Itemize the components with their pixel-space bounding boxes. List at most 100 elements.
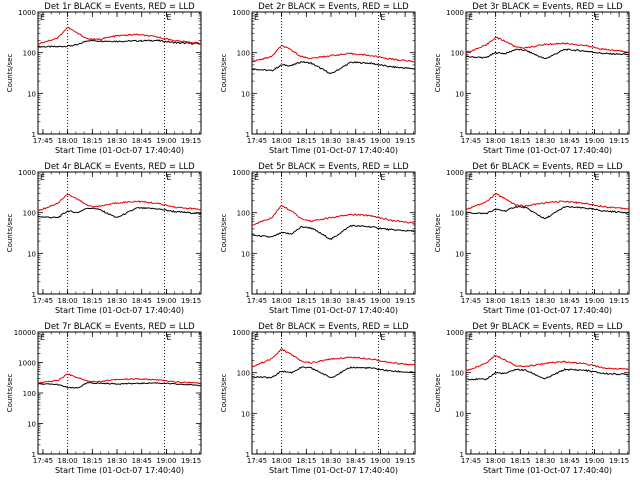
x-tick-label: 19:00 [156, 297, 176, 305]
plot-frame [37, 171, 202, 295]
panel-det-9r: Det 9r BLACK = Events, RED = LLD 1 10 100 10… [434, 322, 630, 475]
x-tick-label: 18:45 [346, 297, 366, 305]
marker-label-right: E [166, 333, 171, 342]
x-tick-label: 18:15 [82, 137, 102, 145]
x-tick-label: 19:15 [395, 297, 415, 305]
x-tick-label: 18:45 [346, 137, 366, 145]
events-series-line [251, 366, 416, 379]
x-tick-label: 19:15 [181, 137, 201, 145]
x-tick-label: 18:30 [535, 297, 555, 305]
x-tick-label: 17:45 [461, 297, 481, 305]
x-axis-label: Start Time (01-Oct-07 17:40:40) [55, 146, 184, 155]
y-tick-label: 100 [237, 210, 250, 218]
panel-title: Det 7r BLACK = Events, RED = LLD [44, 322, 195, 332]
x-tick-label: 17:45 [247, 137, 267, 145]
y-tick-label: 10 [241, 410, 250, 418]
x-tick-label: 17:45 [33, 137, 53, 145]
x-tick-label: 19:00 [156, 457, 176, 465]
x-tick-label: 19:00 [156, 137, 176, 145]
marker-label-right: E [166, 13, 171, 22]
y-tick-label: 100 [23, 50, 36, 58]
events-series-line [465, 205, 630, 220]
x-tick-label: 19:00 [370, 297, 390, 305]
x-tick-label: 19:00 [584, 137, 604, 145]
x-tick-label: 18:15 [296, 297, 316, 305]
x-tick-label: 17:45 [247, 457, 267, 465]
x-tick-label: 17:45 [247, 297, 267, 305]
panel-det-5r: Det 5r BLACK = Events, RED = LLD 1 10 100 10… [220, 162, 416, 315]
panel-title: Det 8r BLACK = Events, RED = LLD [258, 322, 409, 332]
y-tick-label: 1000 [18, 9, 36, 17]
x-tick-label: 18:30 [535, 137, 555, 145]
x-tick-label: 18:45 [560, 297, 580, 305]
x-tick-label: 18:00 [272, 297, 292, 305]
y-tick-label: 1 [460, 131, 464, 139]
panel-title: Det 5r BLACK = Events, RED = LLD [258, 162, 409, 172]
x-tick-label: 18:00 [58, 137, 78, 145]
y-tick-label: 100 [23, 390, 36, 398]
x-tick-label: 19:00 [370, 457, 390, 465]
x-tick-label: 18:45 [132, 457, 152, 465]
x-axis-label: Start Time (01-Oct-07 17:40:40) [55, 306, 184, 315]
panel-det-2r: Det 2r BLACK = Events, RED = LLD 1 10 100 10… [220, 2, 416, 155]
events-series-line [251, 224, 416, 241]
panel-title: Det 4r BLACK = Events, RED = LLD [44, 162, 195, 172]
x-tick-label: 18:00 [272, 137, 292, 145]
y-tick-label: 1000 [446, 169, 464, 177]
x-tick-label: 19:15 [609, 297, 629, 305]
plot-frame [465, 171, 630, 295]
marker-label-right: E [594, 173, 599, 182]
x-tick-label: 18:15 [296, 457, 316, 465]
plot-frame [251, 171, 416, 295]
x-tick-label: 18:00 [272, 457, 292, 465]
x-tick-label: 19:15 [181, 457, 201, 465]
x-tick-label: 18:30 [107, 297, 127, 305]
y-tick-label: 10 [455, 90, 464, 98]
y-tick-label: 1000 [232, 329, 250, 337]
x-axis-label: Start Time (01-Oct-07 17:40:40) [483, 146, 612, 155]
y-tick-label: 1 [246, 291, 250, 299]
x-tick-label: 18:45 [346, 457, 366, 465]
events-series-line [37, 381, 202, 389]
plot-frame [465, 331, 630, 455]
panel-det-7r: Det 7r BLACK = Events, RED = LLD 1 10 100 10… [6, 322, 202, 475]
x-tick-label: 17:45 [461, 457, 481, 465]
x-tick-label: 19:15 [181, 297, 201, 305]
lld-series-line [251, 348, 416, 368]
marker-label-left: E [468, 333, 473, 342]
y-tick-label: 100 [237, 370, 250, 378]
x-tick-label: 18:15 [82, 297, 102, 305]
y-tick-label: 1 [246, 451, 250, 459]
panel-title: Det 2r BLACK = Events, RED = LLD [258, 2, 409, 12]
y-tick-label: 10000 [14, 329, 36, 337]
x-tick-label: 18:30 [321, 137, 341, 145]
x-tick-label: 18:00 [486, 457, 506, 465]
x-tick-label: 18:00 [58, 457, 78, 465]
events-series-line [37, 39, 202, 49]
x-tick-label: 19:00 [584, 297, 604, 305]
x-tick-label: 18:00 [486, 297, 506, 305]
y-tick-label: 1000 [232, 9, 250, 17]
marker-label-left: E [40, 333, 45, 342]
plot-frame [251, 331, 416, 455]
x-tick-label: 18:15 [510, 137, 530, 145]
panel-det-3r: Det 3r BLACK = Events, RED = LLD 1 10 100 10… [434, 2, 630, 155]
x-tick-label: 18:00 [58, 297, 78, 305]
y-axis-label: Counts/sec [434, 54, 442, 93]
y-tick-label: 1000 [446, 329, 464, 337]
y-tick-label: 100 [451, 370, 464, 378]
x-tick-label: 18:45 [132, 297, 152, 305]
x-tick-label: 18:15 [510, 297, 530, 305]
x-tick-label: 18:45 [560, 137, 580, 145]
x-axis-label: Start Time (01-Oct-07 17:40:40) [269, 306, 398, 315]
x-tick-label: 19:15 [609, 137, 629, 145]
lld-series-line [37, 373, 202, 385]
y-tick-label: 1000 [18, 360, 36, 368]
y-tick-label: 1000 [18, 169, 36, 177]
panel-title: Det 1r BLACK = Events, RED = LLD [44, 2, 195, 12]
x-axis-label: Start Time (01-Oct-07 17:40:40) [269, 146, 398, 155]
x-tick-label: 19:00 [584, 457, 604, 465]
y-tick-label: 10 [241, 90, 250, 98]
